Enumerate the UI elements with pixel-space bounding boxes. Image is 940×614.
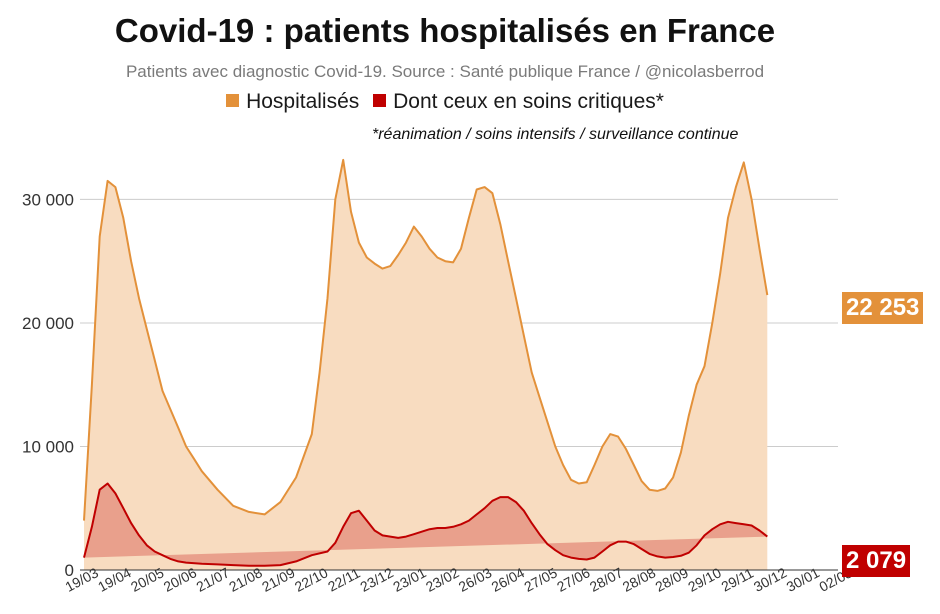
legend-item-critiques[interactable]: Dont ceux en soins critiques* [373, 90, 664, 114]
line-critiques [83, 482, 768, 567]
x-tick-label: 30/01 [784, 564, 823, 595]
legend-item-hospitalises[interactable]: Hospitalisés [226, 90, 359, 114]
y-tick-label: 20 000 [22, 314, 74, 333]
line-hospitalises [83, 158, 769, 521]
y-tick-label: 30 000 [22, 190, 74, 209]
legend-label-hospitalises: Hospitalisés [246, 90, 360, 113]
badge-hospitalises-latest: 22 253 [842, 292, 924, 324]
chart-note: *réanimation / soins intensifs / surveil… [372, 126, 739, 143]
y-tick-label: 10 000 [22, 437, 74, 456]
area-critiques [84, 483, 768, 566]
legend-swatch-hospitalises [226, 94, 240, 107]
legend-swatch-critiques [373, 94, 387, 107]
legend: Hospitalisés Dont ceux en soins critique… [0, 90, 890, 114]
area-hospitalises [84, 159, 768, 570]
y-tick-label: 0 [65, 561, 74, 580]
badge-critiques-latest: 2 079 [842, 545, 911, 577]
chart-subtitle: Patients avec diagnostic Covid-19. Sourc… [125, 62, 765, 81]
legend-label-critiques: Dont ceux en soins critiques* [393, 90, 664, 113]
chart-title: Covid-19 : patients hospitalisés en Fran… [114, 12, 776, 49]
